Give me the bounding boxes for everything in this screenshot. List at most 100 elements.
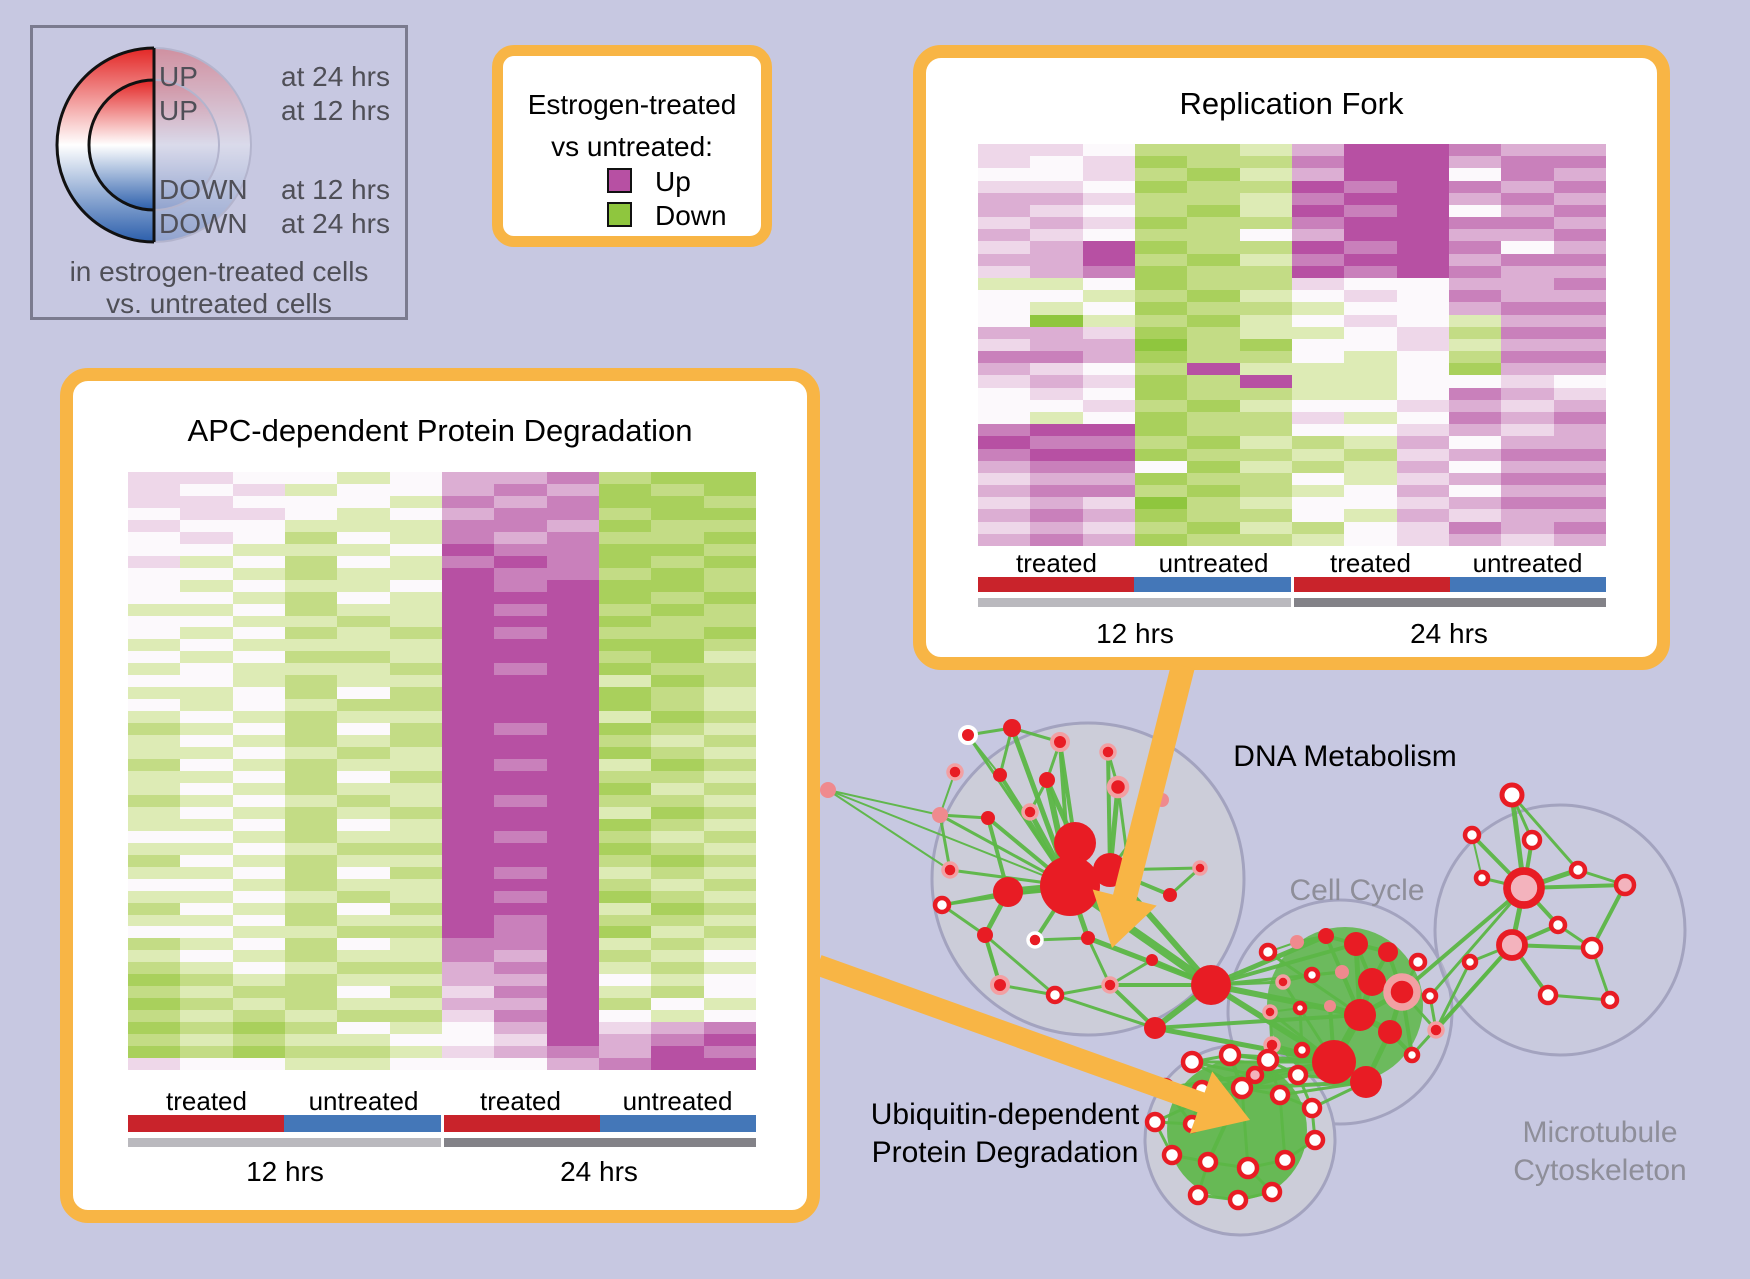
heatmap-cell — [441, 1010, 495, 1023]
heatmap-cell — [180, 974, 233, 987]
network-node — [1144, 1017, 1166, 1039]
network-edge — [1510, 794, 1580, 871]
heatmap-cell — [1501, 363, 1554, 376]
heatmap-cell — [389, 555, 442, 568]
network-edge — [1267, 1058, 1299, 1077]
heatmap-cell — [651, 830, 704, 843]
network-edge — [1470, 833, 1526, 890]
apc-group-label-treated-24: treated — [480, 1086, 561, 1116]
heatmap-cell — [978, 241, 1031, 254]
heatmap-cell — [1030, 485, 1083, 498]
heatmap-cell — [1291, 290, 1345, 303]
heatmap-cell — [1291, 229, 1345, 242]
heatmap-cell — [1448, 363, 1502, 376]
heatmap-cell — [284, 603, 338, 616]
heatmap-cell — [978, 217, 1031, 230]
heatmap-cell — [232, 711, 285, 724]
heatmap-cell — [598, 711, 652, 724]
heatmap-cell — [1082, 144, 1135, 157]
heatmap-cell — [1396, 204, 1449, 218]
heatmap-cell — [978, 290, 1031, 303]
heatmap-cell — [546, 998, 599, 1011]
network-edge — [1511, 923, 1559, 947]
heatmap-cell — [1448, 497, 1502, 510]
heatmap-cell — [1187, 533, 1240, 546]
network-edge — [1311, 1080, 1367, 1110]
heatmap-cell — [1187, 436, 1240, 449]
heatmap-cell — [546, 818, 599, 831]
heatmap-cell — [546, 531, 599, 544]
heatmap-cell — [598, 531, 652, 544]
heatmap-cell — [128, 962, 181, 975]
heatmap-cell — [389, 507, 442, 520]
repl-label-24hrs: 24 hrs — [1410, 618, 1488, 649]
heatmap-cell — [598, 866, 652, 879]
heatmap-cell — [337, 579, 390, 592]
heatmap-cell — [1344, 290, 1397, 303]
heatmap-cell — [1239, 290, 1292, 303]
heatmap-cell — [494, 938, 547, 951]
heatmap-cell — [703, 974, 756, 987]
heatmap-cell — [1553, 387, 1606, 400]
heatmap-cell — [441, 794, 495, 807]
heatmap-cell — [128, 567, 181, 580]
heatmap-cell — [441, 782, 495, 795]
heatmap-cell — [978, 253, 1031, 266]
heatmap-cell — [546, 842, 599, 855]
heatmap-cell — [1030, 375, 1083, 388]
heatmap-cell — [180, 711, 233, 724]
heatmap-cell — [1134, 533, 1188, 546]
network-edge — [1332, 1059, 1368, 1085]
heatmap-cell — [128, 555, 181, 568]
heatmap-cell — [1553, 217, 1606, 230]
heatmap-cell — [703, 938, 756, 951]
network-node — [1040, 856, 1100, 916]
network-node — [1191, 965, 1231, 1005]
heatmap-cell — [1030, 277, 1083, 291]
heatmap-cell — [389, 675, 442, 688]
heatmap-cell — [546, 866, 599, 879]
heatmap-cell — [337, 507, 390, 520]
heatmap-cell — [651, 699, 704, 712]
network-edge — [1354, 943, 1374, 983]
heatmap-cell — [337, 830, 390, 843]
network-node — [1258, 942, 1278, 962]
heatmap-cell — [284, 794, 338, 807]
heatmap-cell — [1134, 192, 1188, 205]
heatmap-cell — [389, 651, 442, 664]
down-label: Down — [655, 200, 727, 231]
heatmap-cell — [128, 914, 181, 927]
heatmap-cell — [1553, 168, 1606, 181]
heatmap-cell — [978, 338, 1031, 352]
heatmap-cell — [128, 627, 181, 640]
heatmap-cell — [232, 866, 285, 879]
network-edge — [1107, 786, 1121, 871]
heatmap-cell — [651, 842, 704, 855]
heatmap-cell — [1187, 277, 1240, 291]
heatmap-cell — [703, 615, 756, 628]
heatmap-cell — [1344, 387, 1397, 400]
legend-footer-line2: vs. untreated cells — [106, 288, 332, 319]
heatmap-cell — [337, 723, 390, 736]
heatmap-cell — [389, 519, 442, 532]
network-edge — [1109, 958, 1153, 987]
cluster-label-microtubule-line2: Cytoskeleton — [1513, 1154, 1687, 1187]
heatmap-cell — [337, 687, 390, 700]
heatmap-cell — [1134, 168, 1188, 181]
heatmap-cell — [441, 974, 495, 987]
heatmap-cell — [1291, 387, 1345, 400]
network-edge — [1067, 882, 1214, 989]
heatmap-cell — [703, 603, 756, 616]
heatmap-cell — [651, 483, 704, 496]
network-node — [1191, 1079, 1213, 1101]
heatmap-cell — [546, 926, 599, 939]
network-edge — [983, 934, 1002, 986]
heatmap-cell — [598, 950, 652, 963]
heatmap-cell — [1030, 399, 1083, 412]
heatmap-cell — [1396, 351, 1449, 364]
heatmap-cell — [494, 854, 547, 867]
network-edge — [1471, 834, 1483, 879]
heatmap-cell — [441, 591, 495, 604]
heatmap-cell — [546, 603, 599, 616]
heatmap-cell — [128, 818, 181, 831]
